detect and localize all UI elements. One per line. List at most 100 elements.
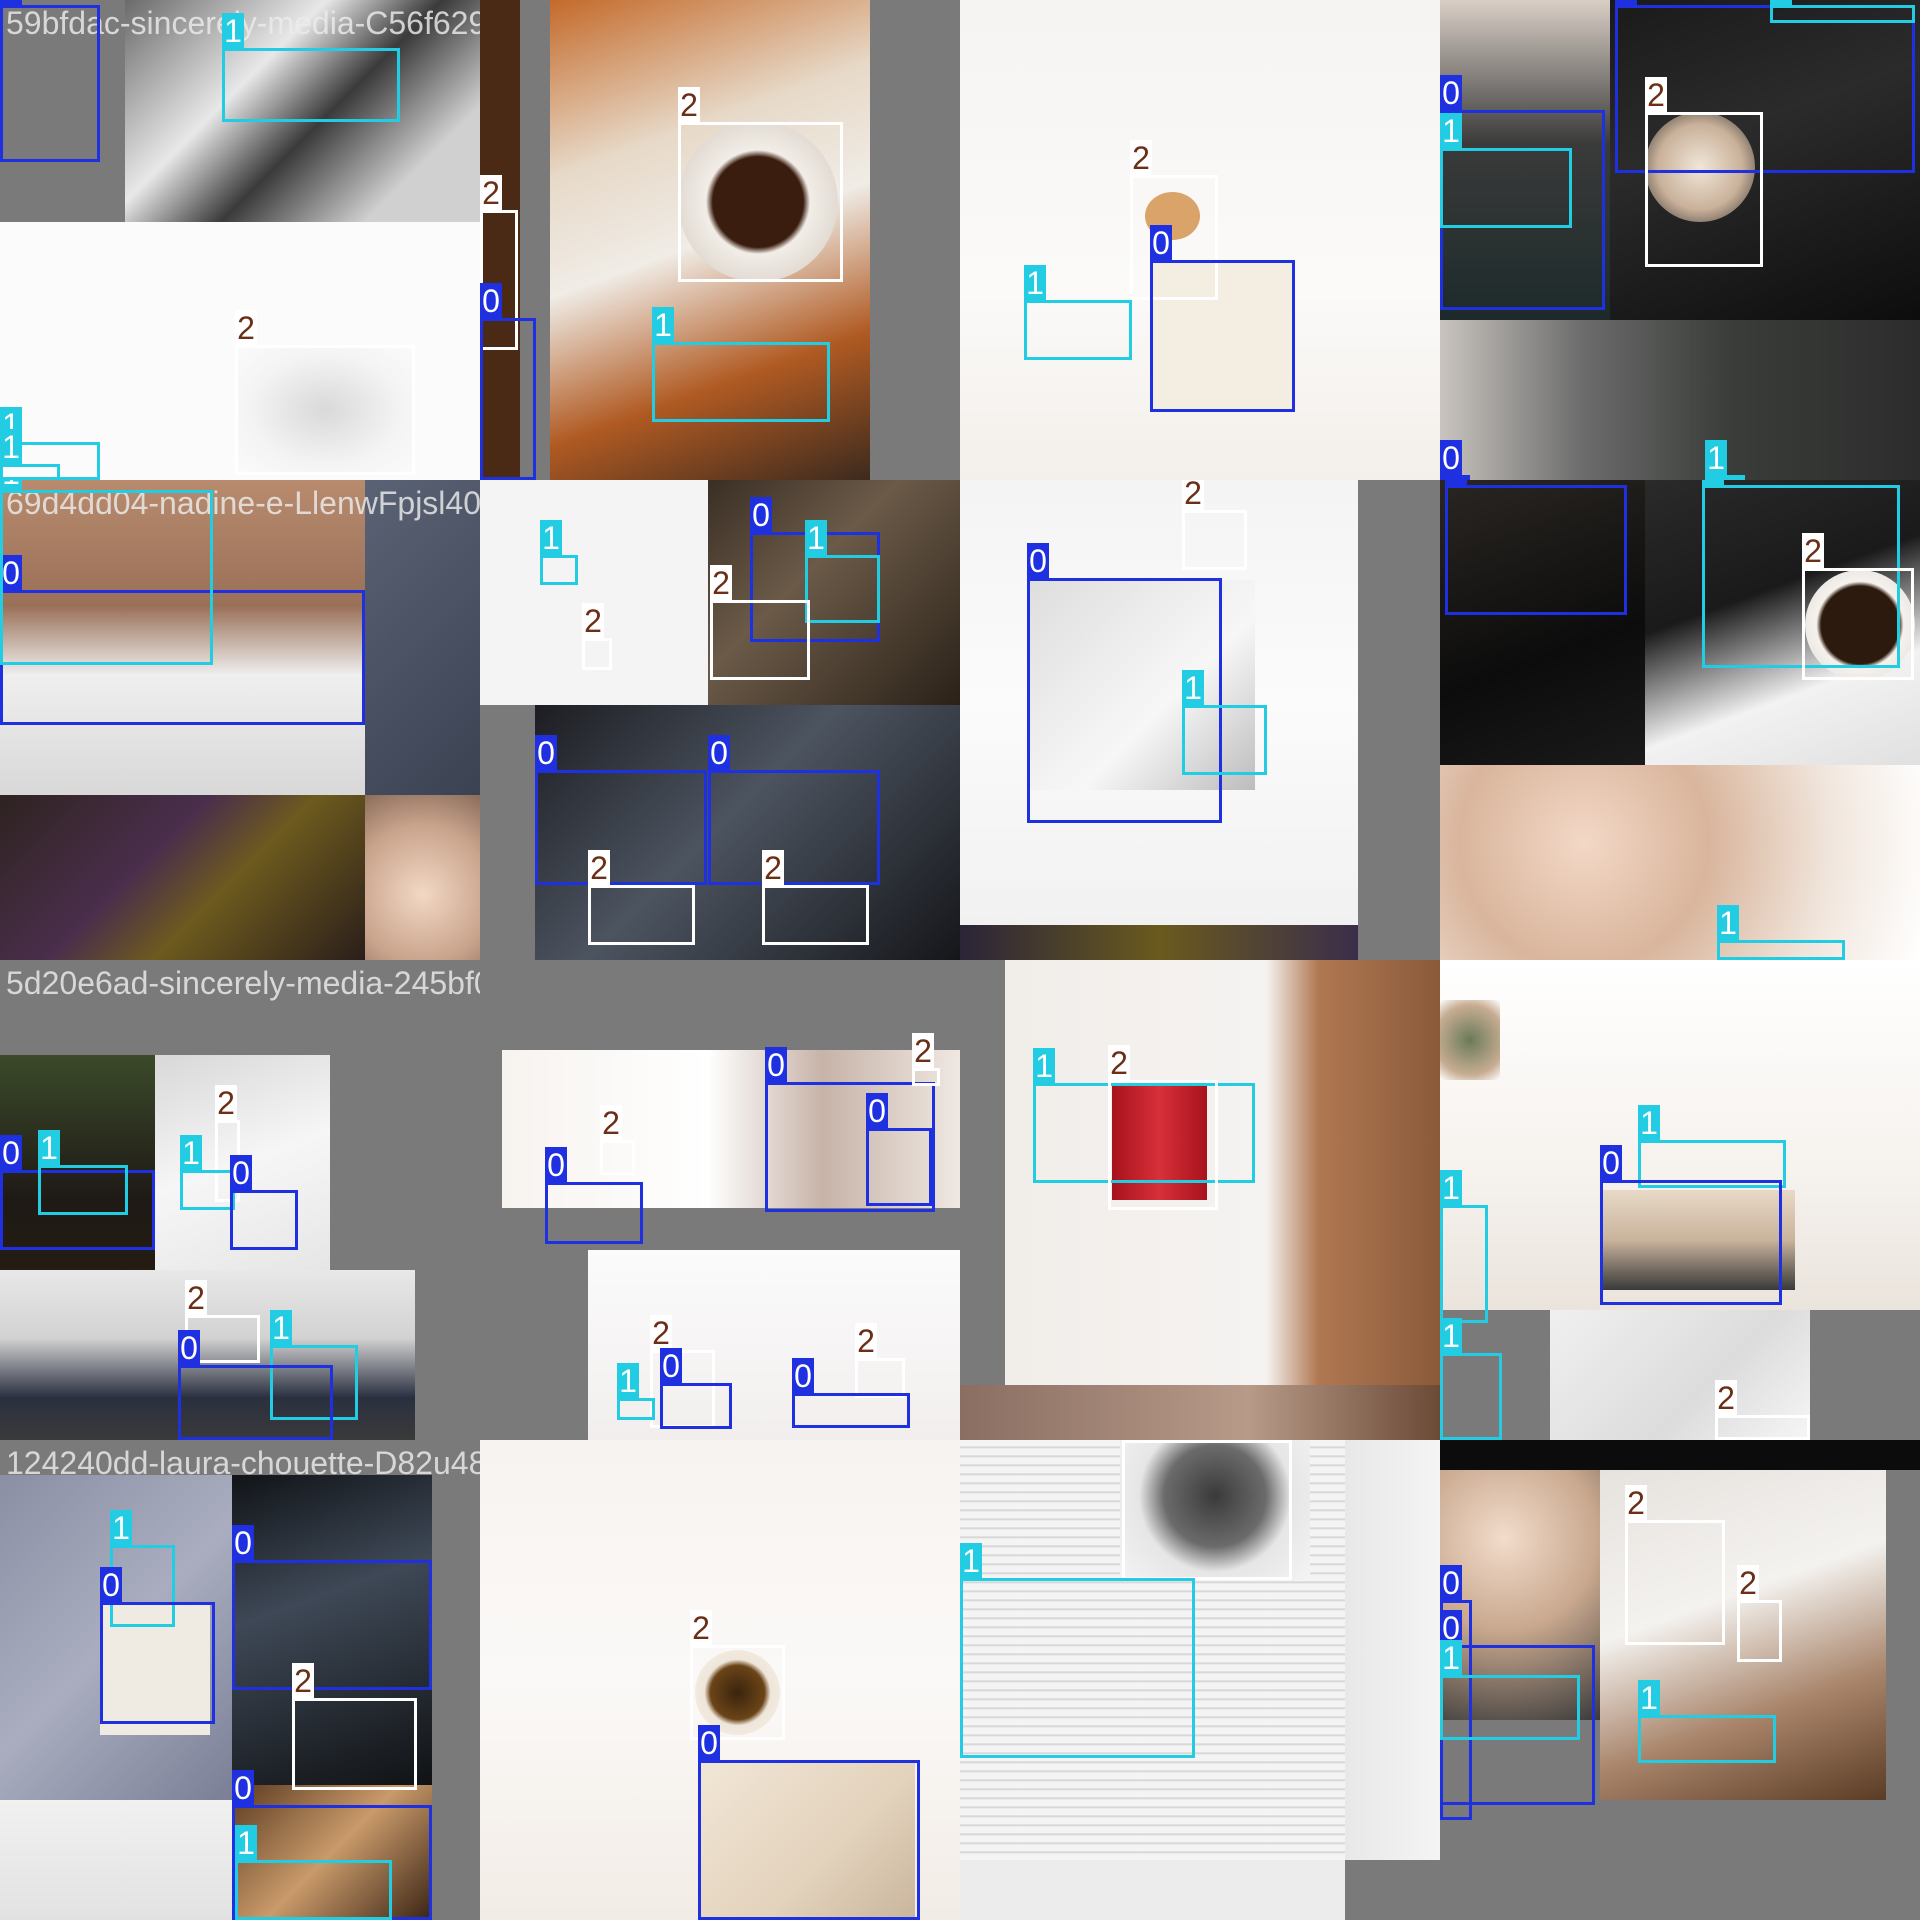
bbox: 1 <box>0 429 60 480</box>
bbox-class-label: 2 <box>215 1085 237 1121</box>
bbox-class-label: 0 <box>0 1135 22 1171</box>
bbox: 2 <box>855 1323 905 1398</box>
bbox: 2 <box>235 310 415 475</box>
bbox: 0 <box>1027 543 1222 823</box>
mosaic-tile: 1 0 1 1 2 <box>1440 960 1920 1440</box>
bbox-class-label: 1 <box>617 1363 639 1399</box>
bbox: 0 <box>545 1147 643 1244</box>
bbox: 0 <box>1150 225 1295 412</box>
bbox-class-label: 1 <box>1033 1048 1055 1084</box>
bbox-class-label: 2 <box>480 175 502 211</box>
bbox-class-label: 0 <box>232 1770 254 1806</box>
bbox-class-label: 2 <box>600 1105 622 1141</box>
photo-bokeh <box>365 795 480 960</box>
bbox: 2 <box>588 850 695 945</box>
coffee-cup-shape <box>695 1650 780 1735</box>
padding <box>1440 1800 1920 1920</box>
bbox: 1 <box>38 1130 128 1215</box>
bbox: 0 <box>1615 0 1915 173</box>
photo-white-strip <box>0 1800 232 1920</box>
bbox-class-label: 1 <box>0 480 22 491</box>
bbox: 1 <box>540 520 578 585</box>
bbox: 2 <box>1625 1485 1725 1645</box>
bbox-class-label: 0 <box>545 1147 567 1183</box>
bbox-class-label: 2 <box>1645 77 1667 113</box>
bbox-class-label: 2 <box>1122 1440 1144 1441</box>
bbox-class-label: 2 <box>912 1033 934 1069</box>
mosaic-tile: 2 1 2 1 <box>1440 480 1920 960</box>
bbox-class-label: 1 <box>540 520 562 556</box>
bbox-class-label: 2 <box>292 1663 314 1699</box>
bbox-class-label: 0 <box>1440 75 1462 111</box>
bbox-class-label: 0 <box>750 497 772 533</box>
mosaic-tile: 2 2 0 1 <box>480 0 960 480</box>
bbox: 2 <box>1802 533 1914 680</box>
bbox: 1 <box>1705 440 1745 480</box>
bbox: 2 <box>1130 140 1218 300</box>
bbox-class-label: 1 <box>1705 440 1727 476</box>
bbox: 1 <box>1440 1318 1502 1440</box>
mosaic-tile: 2 0 0 2 0 2 1 0 2 0 <box>480 960 960 1440</box>
bbox-class-label: 2 <box>1445 480 1467 486</box>
bbox-class-label: 0 <box>1150 225 1172 261</box>
bbox: 0 <box>178 1330 333 1440</box>
mosaic-tile: 69d4dd04-nadine-e-LlenwFpjsl4075476-lake… <box>0 480 480 960</box>
bbox-class-label: 1 <box>1182 670 1204 706</box>
open-book-shape <box>1030 580 1255 790</box>
cup-shape <box>1120 1440 1310 1580</box>
photo-bokeh-lights <box>1440 765 1920 960</box>
photo-bottom-strip <box>960 1860 1345 1920</box>
bbox: 0 <box>535 735 707 885</box>
photo-knit <box>365 480 480 795</box>
bbox: 2 <box>690 1610 785 1740</box>
bbox: 1 <box>652 307 830 422</box>
bbox-class-label: 1 <box>805 520 827 556</box>
bbox-class-label: 1 <box>1440 1318 1462 1354</box>
bbox: 0 <box>100 1567 215 1724</box>
bbox-class-label: 1 <box>1717 905 1739 941</box>
bbox: 2 <box>1182 480 1247 570</box>
bbox: 1 <box>1182 670 1267 775</box>
mosaic-tile: 1 2 <box>960 960 1440 1440</box>
bbox: 1 <box>1717 905 1845 960</box>
bbox: 2 <box>1122 1440 1292 1580</box>
bbox-class-label: 0 <box>480 283 502 319</box>
mosaic-tile: 2 0 <box>480 1440 960 1920</box>
open-book-shape <box>700 1760 915 1920</box>
bbox-class-label: 2 <box>762 850 784 886</box>
photo-top-strip <box>1440 1440 1920 1470</box>
bbox-class-label: 0 <box>792 1358 814 1394</box>
bbox: 0 <box>1440 440 1470 480</box>
bbox: 0 <box>708 735 880 885</box>
bbox-class-label: 2 <box>185 1280 207 1316</box>
bbox: 1 <box>1440 113 1572 228</box>
photo-bokeh-book <box>1440 1440 1600 1720</box>
photo-fur <box>1550 1310 1810 1440</box>
bbox-class-label: 2 <box>690 1610 712 1646</box>
book-stack-shape <box>1600 1190 1795 1290</box>
bbox-class-label: 0 <box>535 735 557 771</box>
bbox-class-label: 1 <box>1440 1640 1462 1676</box>
bbox: 2 <box>1108 1045 1218 1210</box>
bbox-class-label: 1 <box>270 1310 292 1346</box>
mosaic-tile: 0 0 2 2 1 1 <box>1440 1440 1920 1920</box>
coffee-cup-shape <box>678 122 838 282</box>
bbox-class-label: 1 <box>110 1510 132 1546</box>
bbox: 2 <box>762 850 869 945</box>
bbox-class-label: 0 <box>100 1567 122 1603</box>
plant-shape <box>1440 1000 1500 1080</box>
bbox: 1 <box>617 1363 655 1420</box>
bbox-class-label: 2 <box>1737 1565 1759 1601</box>
bbox: 1 <box>270 1310 358 1420</box>
bbox-class-label: 2 <box>588 850 610 886</box>
bbox-class-label: 0 <box>1600 1145 1622 1181</box>
bbox-class-label: 1 <box>235 1825 257 1861</box>
bbox: 2 <box>678 87 843 282</box>
bbox-class-label: 1 <box>180 1135 202 1171</box>
bbox-class-label: 2 <box>855 1323 877 1359</box>
photo-flowers-strip <box>960 925 1358 960</box>
bbox: 0 <box>230 1155 298 1250</box>
bbox-class-label: 2 <box>1130 140 1152 176</box>
bbox: 1 <box>1033 1048 1255 1183</box>
mosaic-tile: 2 1 <box>960 1440 1440 1920</box>
